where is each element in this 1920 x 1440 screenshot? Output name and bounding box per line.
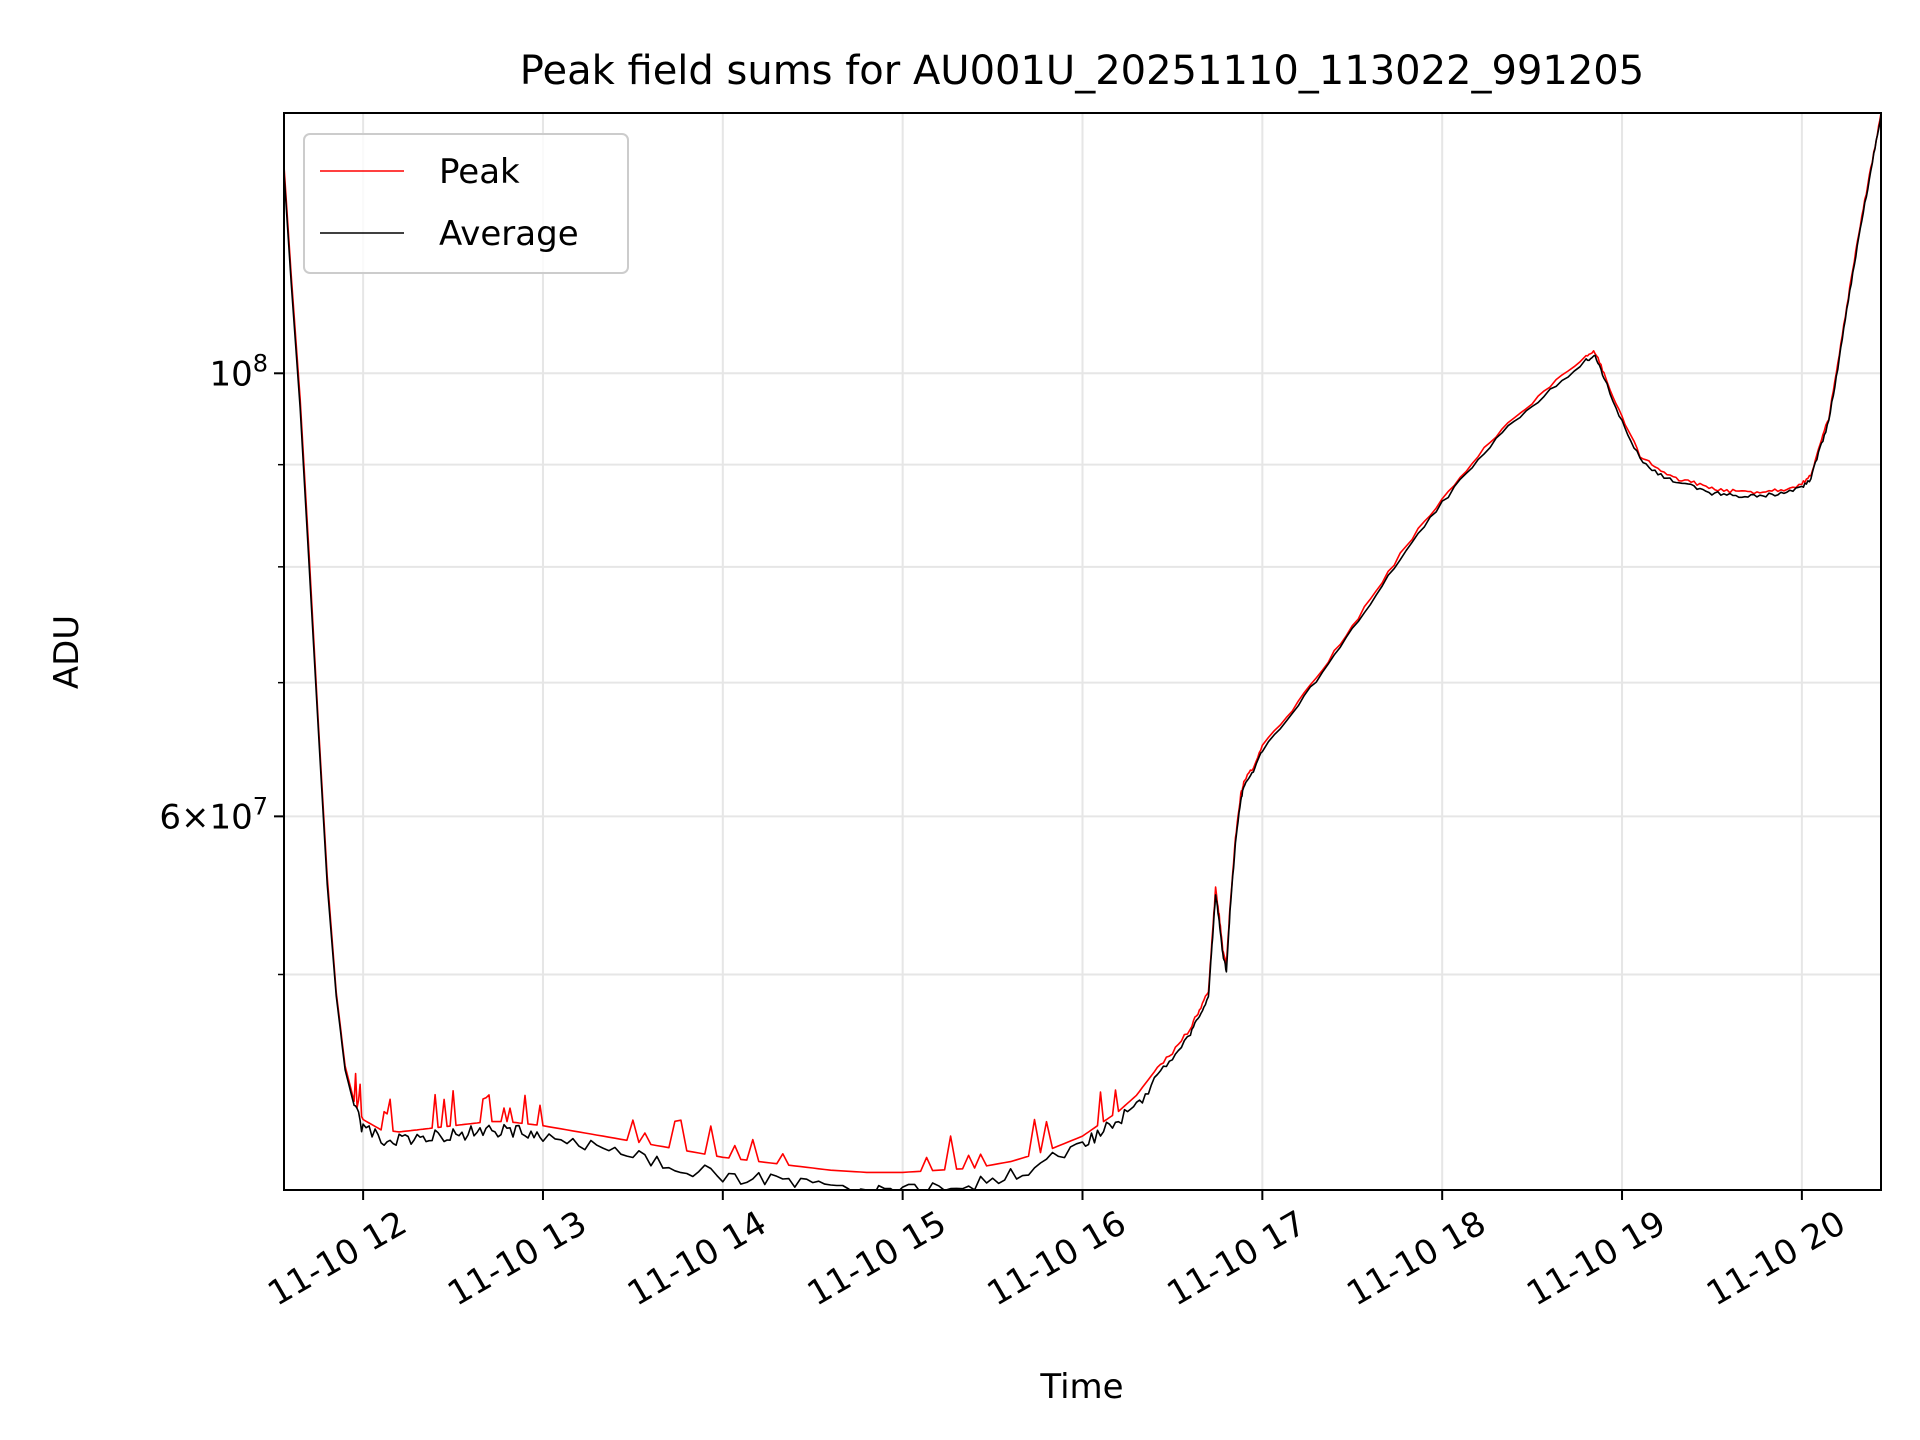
y-tick-label: 6×107 (159, 792, 268, 837)
y-axis-label: ADU (47, 615, 87, 689)
chart-title: Peak field sums for AU001U_20251110_1130… (520, 48, 1644, 94)
legend-peak-label: Peak (439, 152, 520, 192)
grid-lines (284, 113, 1881, 1190)
series-line-average (284, 115, 1881, 1190)
y-tick-label: 108 (209, 349, 268, 394)
legend: Peak Average (303, 133, 629, 274)
legend-box (303, 133, 629, 274)
x-axis-label: Time (1039, 1367, 1123, 1407)
plot-area (284, 113, 1881, 1190)
legend-average-label: Average (439, 214, 579, 254)
